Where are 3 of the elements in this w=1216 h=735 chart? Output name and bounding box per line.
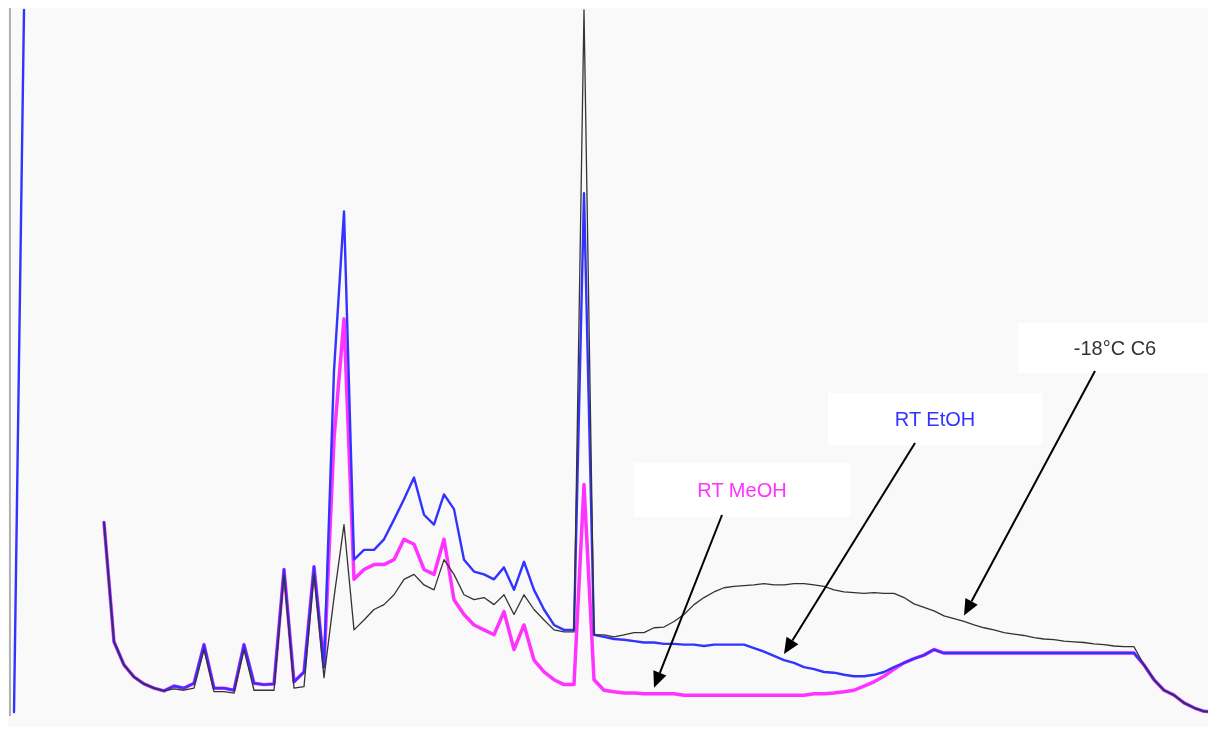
- text: RT MeOH: [697, 479, 787, 501]
- text: -18°C C6: [1073, 337, 1157, 359]
- text: RT EtOH: [894, 408, 976, 430]
